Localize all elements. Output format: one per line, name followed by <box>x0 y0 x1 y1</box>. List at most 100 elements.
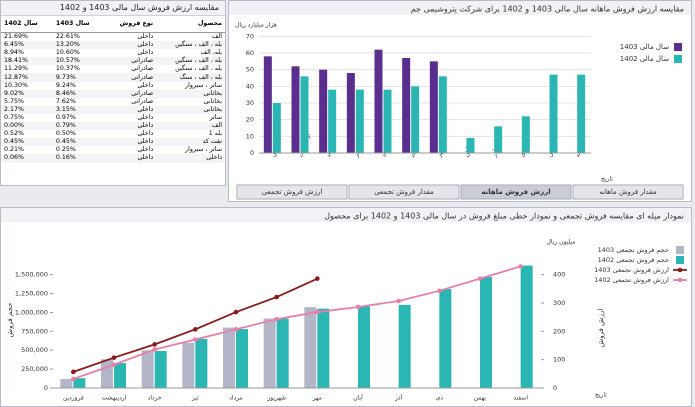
table-cell: 7.62% <box>55 97 76 105</box>
table-cell: بله ، الف ، سنگ <box>156 73 225 82</box>
table-cell: 0.25% <box>55 146 76 154</box>
table-row: داخلی داخلی 0.16% 0.06% <box>1 154 225 163</box>
bar <box>383 89 392 153</box>
table-cell: 13.20% <box>52 41 105 50</box>
table-cell: الف <box>211 33 222 41</box>
line-point <box>437 288 442 294</box>
y-tick-label: 50 <box>246 66 254 74</box>
table-cell: 0.16% <box>52 154 105 163</box>
legend-swatch <box>676 246 684 254</box>
table-cell: صادراتی <box>104 57 157 66</box>
header-row: محصول نوع فروش سال 1403 سال 1402 <box>1 16 225 33</box>
bar <box>195 338 208 388</box>
table-cell: 10.57% <box>52 57 105 66</box>
line-point <box>152 347 157 352</box>
bar <box>300 76 309 153</box>
y-tick-label: 70 <box>246 32 254 40</box>
y2-tick-label: 0 <box>553 384 557 392</box>
table-cell: ساتر <box>209 113 222 121</box>
legend-label: سال مالی 1402 <box>620 55 669 63</box>
table-cell: داخلی <box>137 146 154 154</box>
table-cell: 9.02% <box>1 89 53 98</box>
column-header: نوع فروش <box>104 16 157 33</box>
cumulative-panel: نمودار میله ای مقایسه فروش تجمعی و نمودا… <box>0 207 692 407</box>
table-row: نفت کد داخلی 0.45% 0.45% <box>1 138 225 147</box>
column-header: محصول <box>156 16 225 33</box>
table-cell: ساتر ، سبزوار <box>185 81 222 89</box>
y-tick-label: 250,000 <box>21 365 48 373</box>
table-cell: داخلی <box>104 105 157 114</box>
table-cell: 10.60% <box>55 49 80 57</box>
bar <box>272 103 281 153</box>
bar <box>358 306 370 388</box>
bar <box>346 73 355 153</box>
bar <box>101 359 113 388</box>
table-cell: داخلی <box>137 49 154 57</box>
x-tick-label: دی <box>436 395 444 402</box>
bar <box>521 116 530 153</box>
x-tick-label: مرداد <box>229 395 243 402</box>
x-tick-label: تیر <box>191 395 199 402</box>
table-row: بله، الف داخلی 10.60% 8.94% <box>1 49 225 57</box>
table-cell: 8.94% <box>4 49 25 57</box>
tab[interactable] <box>572 184 684 200</box>
bar <box>223 327 235 388</box>
table-cell: 0.00% <box>1 122 53 131</box>
x-tick-label: خرداد <box>148 395 162 402</box>
tab-label: مقدار فروش ماهانه <box>599 188 657 196</box>
table-cell: داخلی <box>104 122 157 131</box>
table-cell: الف <box>156 122 225 131</box>
table-cell: 18.41% <box>1 57 53 66</box>
bar <box>263 318 276 388</box>
x-axis-label: تاریخ <box>595 392 607 399</box>
line-point <box>71 369 76 375</box>
table-cell: بخاتانی <box>156 105 225 114</box>
table-row: بله ، الف ، سنگین داخلی 13.20% 6.45% <box>1 41 225 50</box>
table-cell: داخلی <box>104 138 157 147</box>
title-bar <box>229 1 691 15</box>
table-cell: 22.61% <box>55 33 80 41</box>
table-row: بله ، الف ، سنگین صادراتی 10.37% 11.29% <box>1 65 225 73</box>
panel-title: مقایسه ارزش فروش سال مالی 1403 و 1402 <box>1 1 225 16</box>
y-tick-label: 20 <box>246 116 254 124</box>
bar <box>291 66 300 153</box>
tab[interactable] <box>460 184 572 200</box>
table-cell: صادراتی <box>104 89 157 98</box>
table-row: ساتر ، سبزوار داخلی 9.24% 10.30% <box>1 82 225 90</box>
tab-label: مقدار فروش تجمعی <box>374 188 434 196</box>
bar <box>236 329 248 388</box>
table-cell: داخلی <box>137 113 154 121</box>
bar <box>577 74 586 153</box>
legend-label: حجم فروش تجمعی 1403 <box>598 246 669 254</box>
table-cell: 9.73% <box>52 73 105 82</box>
column-header: سال 1402 <box>1 16 53 33</box>
legend-swatch <box>677 277 683 283</box>
table-cell: 0.79% <box>52 122 105 131</box>
table-cell: 0.50% <box>55 130 76 138</box>
table-row: بخاتانی داخلی 3.15% 2.17% <box>1 105 225 114</box>
table-cell: صادراتی <box>104 73 157 82</box>
x-tick-label: آبان <box>353 393 363 402</box>
bar <box>182 342 195 388</box>
table-cell: 5.75% <box>4 97 25 105</box>
monthly-panel: مقایسه ارزش فروش ماهانه سال مالی 1403 و … <box>228 0 692 202</box>
line-point <box>233 309 239 315</box>
table-cell: بله، الف <box>200 49 222 57</box>
table-cell: 8.46% <box>52 89 105 98</box>
table-cell: داخلی <box>104 154 157 163</box>
x-tick-label: اسفند <box>513 395 528 402</box>
table-cell: 2.17% <box>1 105 53 114</box>
bar <box>114 363 126 388</box>
table-cell: داخلی <box>156 154 225 163</box>
y-tick-label: 1,000,000 <box>15 308 48 316</box>
y-tick-label: 30 <box>246 99 254 107</box>
bar <box>374 49 383 153</box>
tab[interactable] <box>236 184 348 200</box>
line-point <box>274 316 279 322</box>
tab[interactable] <box>348 184 460 200</box>
table-row: الف داخلی 0.79% 0.00% <box>1 122 225 131</box>
table-row: بخاتانی صادراتی 7.62% 5.75% <box>1 98 225 106</box>
cumulative-chart: نمودار میله ای مقایسه فروش تجمعی و نمودا… <box>1 208 691 402</box>
table-row: بله 1 داخلی 0.50% 0.52% <box>1 130 225 138</box>
line-point <box>274 294 279 300</box>
